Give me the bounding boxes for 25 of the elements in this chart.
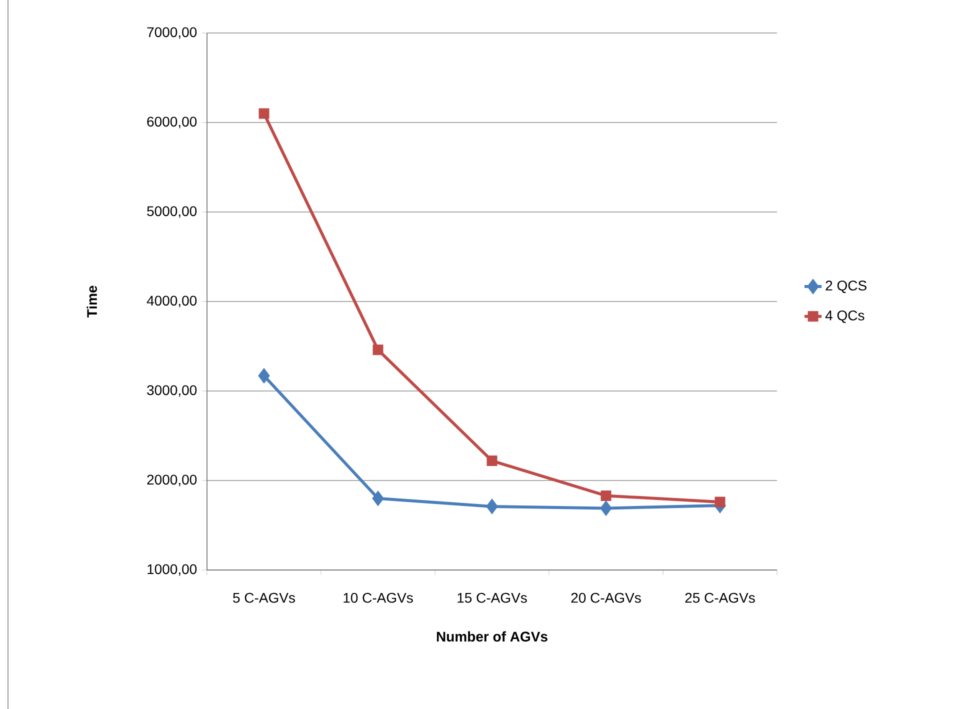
point <box>486 498 498 514</box>
x-tick-label: 25 C-AGVs <box>685 592 755 603</box>
point <box>258 108 270 119</box>
y-tick-label: 5000,00 <box>147 206 197 218</box>
x-tick-label: 10 C-AGVs <box>344 592 413 603</box>
x-tick-label: 5 C-AGVs <box>233 592 295 603</box>
point <box>372 344 384 356</box>
point <box>486 456 498 466</box>
point <box>600 490 612 501</box>
y-tick-label: 4000,00 <box>146 296 197 308</box>
legend-label: 2 QCS <box>826 280 866 294</box>
y-tick-label: 1000,00 <box>148 564 197 576</box>
y-tick-label: 7000,00 <box>147 27 197 39</box>
point <box>714 496 726 508</box>
point <box>258 368 270 384</box>
legend-label: 4 QCs <box>825 310 864 323</box>
x-tick-label: 15 C-AGVs <box>458 592 527 603</box>
x-tick-label: 20 C-AGVs <box>571 592 641 603</box>
x-axis-title: Number of AGVs <box>436 631 548 642</box>
y-axis-title: Time <box>86 286 97 318</box>
point <box>372 490 384 506</box>
point <box>600 500 612 516</box>
y-tick-label: 3000,00 <box>147 385 197 397</box>
y-tick-label: 2000,00 <box>147 474 197 486</box>
y-tick-label: 6000,00 <box>147 116 197 128</box>
